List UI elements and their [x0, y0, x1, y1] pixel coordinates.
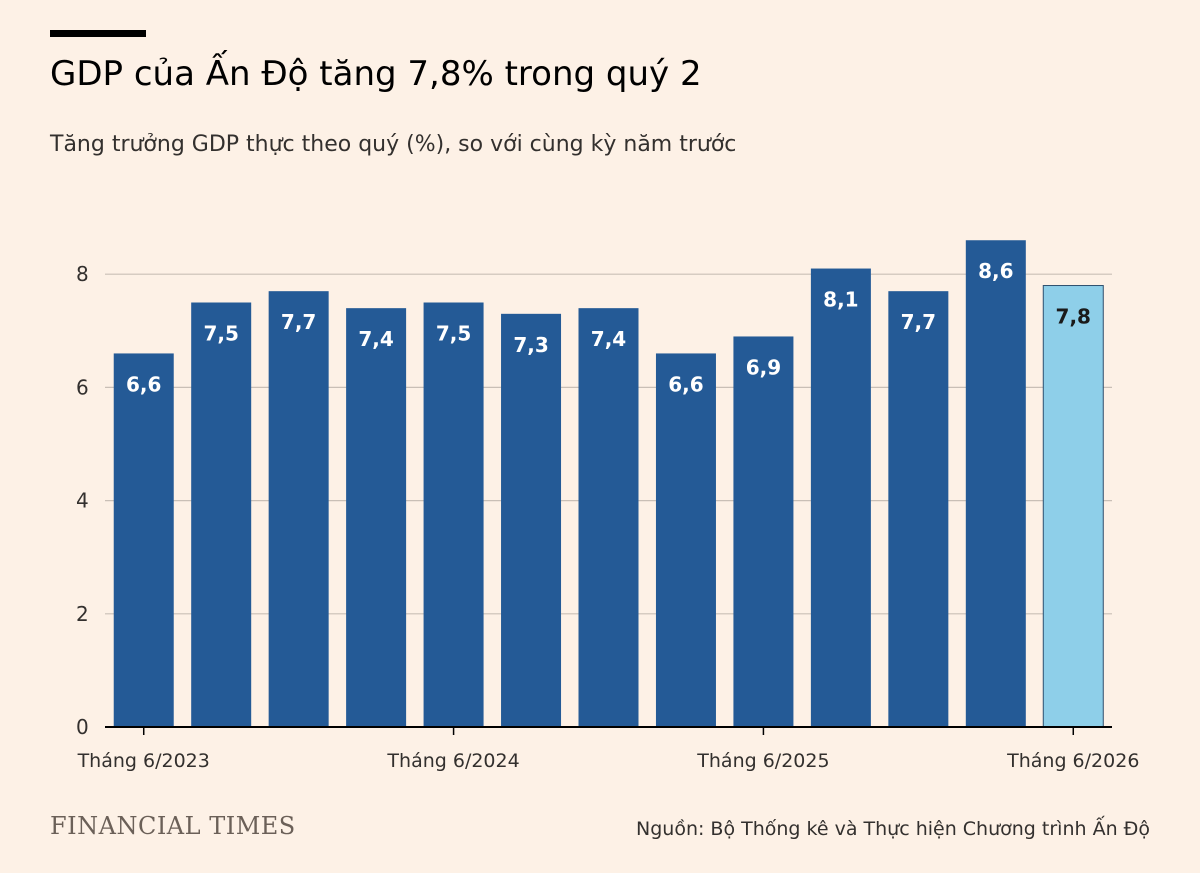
- bar-value-label: 7,7: [281, 310, 316, 334]
- y-tick-label: 0: [76, 715, 89, 739]
- bar-value-label: 7,4: [591, 327, 626, 351]
- bar-value-label: 7,5: [436, 322, 471, 346]
- bar-value-label: 7,3: [513, 333, 548, 357]
- source-note: Nguồn: Bộ Thống kê và Thực hiện Chương t…: [636, 818, 1150, 840]
- x-tick-label: Tháng 6/2025: [696, 750, 829, 772]
- chart-title: GDP của Ấn Độ tăng 7,8% trong quý 2: [50, 54, 702, 94]
- bar-value-label: 7,8: [1056, 305, 1091, 329]
- bar: [423, 302, 484, 727]
- y-tick-label: 6: [76, 375, 89, 399]
- bar: [346, 308, 407, 727]
- financial-times-logo: FINANCIAL TIMES: [50, 812, 296, 840]
- bar: [655, 353, 716, 727]
- bar: [810, 268, 871, 727]
- bar-value-label: 7,4: [358, 327, 393, 351]
- bar: [888, 291, 949, 727]
- bar-value-label: 8,6: [978, 259, 1013, 283]
- x-tick-label: Tháng 6/2026: [1006, 750, 1139, 772]
- bar: [268, 291, 329, 727]
- bar-value-label: 7,7: [901, 310, 936, 334]
- x-tick-label: Tháng 6/2024: [386, 750, 519, 772]
- y-tick-label: 4: [76, 489, 89, 513]
- bar: [501, 313, 562, 727]
- y-tick-label: 8: [76, 262, 89, 286]
- bar-value-label: 8,1: [823, 288, 858, 312]
- bar: [578, 308, 639, 727]
- bar-value-label: 6,9: [746, 355, 781, 379]
- bar: [191, 302, 252, 727]
- chart-subtitle: Tăng trưởng GDP thực theo quý (%), so vớ…: [50, 132, 737, 157]
- brand-top-bar: [50, 30, 146, 37]
- bar-highlight: [1042, 285, 1104, 728]
- bar: [965, 240, 1026, 728]
- bar-value-label: 6,6: [126, 372, 161, 396]
- y-tick-label: 2: [76, 602, 89, 626]
- bar-value-label: 6,6: [668, 372, 703, 396]
- bar: [113, 353, 174, 727]
- bar: [733, 336, 794, 727]
- x-tick-label: Tháng 6/2023: [77, 750, 210, 772]
- bar-value-label: 7,5: [203, 322, 238, 346]
